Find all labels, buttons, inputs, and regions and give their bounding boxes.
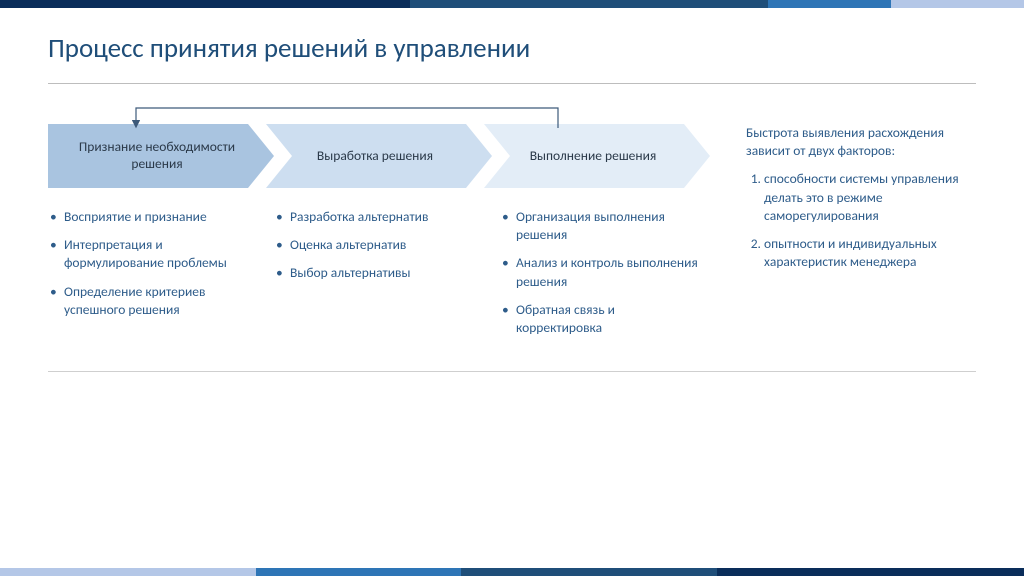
detail-list: Разработка альтернатив Оценка альтернатив… <box>274 208 478 283</box>
slide-title: Процесс принятия решений в управлении <box>48 32 976 65</box>
process-stage-2: Выполнение решения <box>484 124 710 188</box>
sidebar-list: способности системы управления делать эт… <box>746 170 976 271</box>
detail-columns: Восприятие и признание Интерпретация и фо… <box>48 208 728 347</box>
sidebar-list-item: способности системы управления делать эт… <box>764 170 976 225</box>
process-flow: Признание необходимости решения Выработка… <box>48 124 728 347</box>
list-item: Разработка альтернатив <box>274 208 478 226</box>
accent-segment <box>0 568 256 576</box>
list-item: Обратная связь и корректировка <box>500 301 704 337</box>
list-item: Оценка альтернатив <box>274 236 478 254</box>
accent-segment <box>891 0 1024 8</box>
list-item: Выбор альтернативы <box>274 264 478 282</box>
list-item: Организация выполнения решения <box>500 208 704 244</box>
accent-segment <box>717 568 1024 576</box>
sidebar-notes: Быстрота выявления расхождения зависит о… <box>746 124 976 282</box>
stage-label: Выработка решения <box>317 148 433 165</box>
list-item: Восприятие и признание <box>48 208 252 226</box>
list-item: Анализ и контроль выполнения решения <box>500 254 704 290</box>
sidebar-intro: Быстрота выявления расхождения зависит о… <box>746 124 976 160</box>
bottom-accent-bar <box>0 568 1024 576</box>
detail-column-0: Восприятие и признание Интерпретация и фо… <box>48 208 274 347</box>
process-stage-1: Выработка решения <box>266 124 492 188</box>
top-accent-bar <box>0 0 1024 8</box>
stage-label: Признание необходимости решения <box>72 139 242 173</box>
title-divider <box>48 83 976 84</box>
accent-segment <box>768 0 891 8</box>
detail-list: Восприятие и признание Интерпретация и фо… <box>48 208 252 319</box>
sidebar-list-item: опытности и индивидуальных характеристик… <box>764 235 976 271</box>
accent-segment <box>410 0 768 8</box>
list-item: Интерпретация и формулирование проблемы <box>48 236 252 272</box>
process-stage-0: Признание необходимости решения <box>48 124 274 188</box>
accent-segment <box>256 568 461 576</box>
list-item: Определение критериев успешного решения <box>48 283 252 319</box>
chevron-row: Признание необходимости решения Выработка… <box>48 124 728 202</box>
accent-segment <box>461 568 717 576</box>
bottom-divider <box>48 371 976 372</box>
detail-column-1: Разработка альтернатив Оценка альтернатив… <box>274 208 500 347</box>
accent-segment <box>0 0 410 8</box>
stage-label: Выполнение решения <box>530 148 657 165</box>
detail-list: Организация выполнения решения Анализ и к… <box>500 208 704 337</box>
detail-column-2: Организация выполнения решения Анализ и к… <box>500 208 726 347</box>
